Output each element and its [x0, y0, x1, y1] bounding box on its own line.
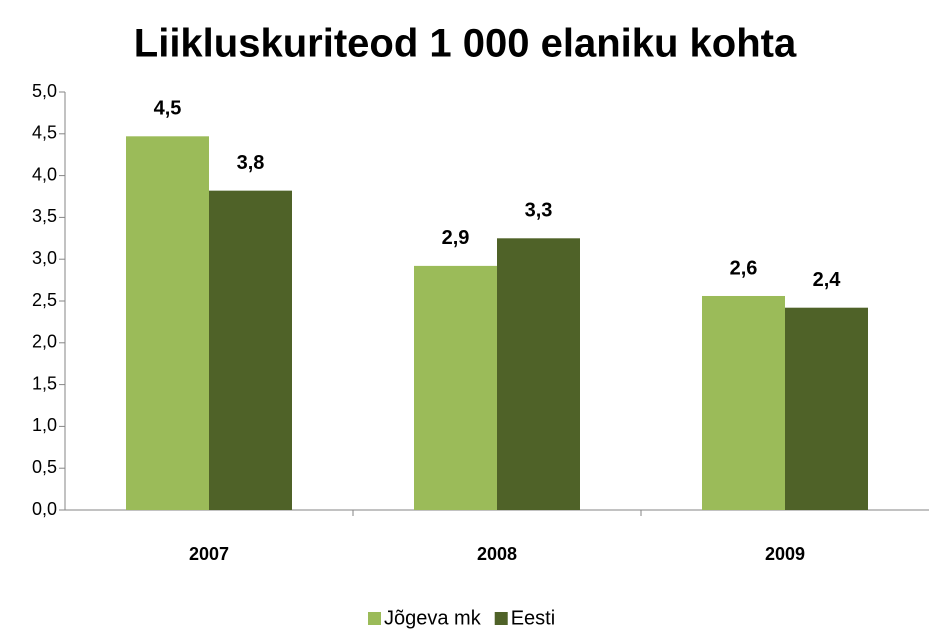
value-label: 3,3 [525, 200, 553, 222]
bar [126, 136, 209, 511]
legend-label: Eesti [511, 607, 555, 629]
chart-title: Liikluskuriteod 1 000 elaniku kohta [134, 22, 797, 66]
value-label: 3,8 [237, 152, 265, 174]
value-label: 2,6 [730, 257, 758, 279]
value-label: 2,4 [813, 269, 842, 291]
y-tick-label: 5,0 [32, 81, 57, 101]
bar [702, 295, 785, 510]
legend-swatch [368, 612, 381, 625]
bar [785, 307, 868, 510]
y-tick-label: 1,0 [32, 415, 57, 435]
y-tick-label: 1,5 [32, 373, 57, 393]
value-label: 4,5 [154, 98, 182, 120]
legend-label: Jõgeva mk [384, 607, 482, 629]
value-label: 2,9 [442, 227, 470, 249]
y-tick-label: 2,5 [32, 290, 57, 310]
legend-swatch [494, 612, 508, 625]
y-tick-label: 3,5 [32, 206, 57, 226]
y-tick-label: 0,5 [32, 457, 57, 477]
x-tick-label: 2007 [189, 544, 229, 564]
y-tick-label: 4,0 [32, 164, 57, 184]
y-tick-label: 2,0 [32, 332, 57, 352]
bar [414, 265, 497, 510]
bar [497, 238, 580, 511]
bar [209, 190, 292, 510]
x-tick-label: 2009 [765, 544, 805, 564]
y-tick-label: 3,0 [32, 248, 57, 268]
y-tick-label: 0,0 [32, 499, 57, 519]
x-tick-label: 2008 [477, 544, 517, 564]
y-tick-label: 4,5 [32, 123, 57, 143]
